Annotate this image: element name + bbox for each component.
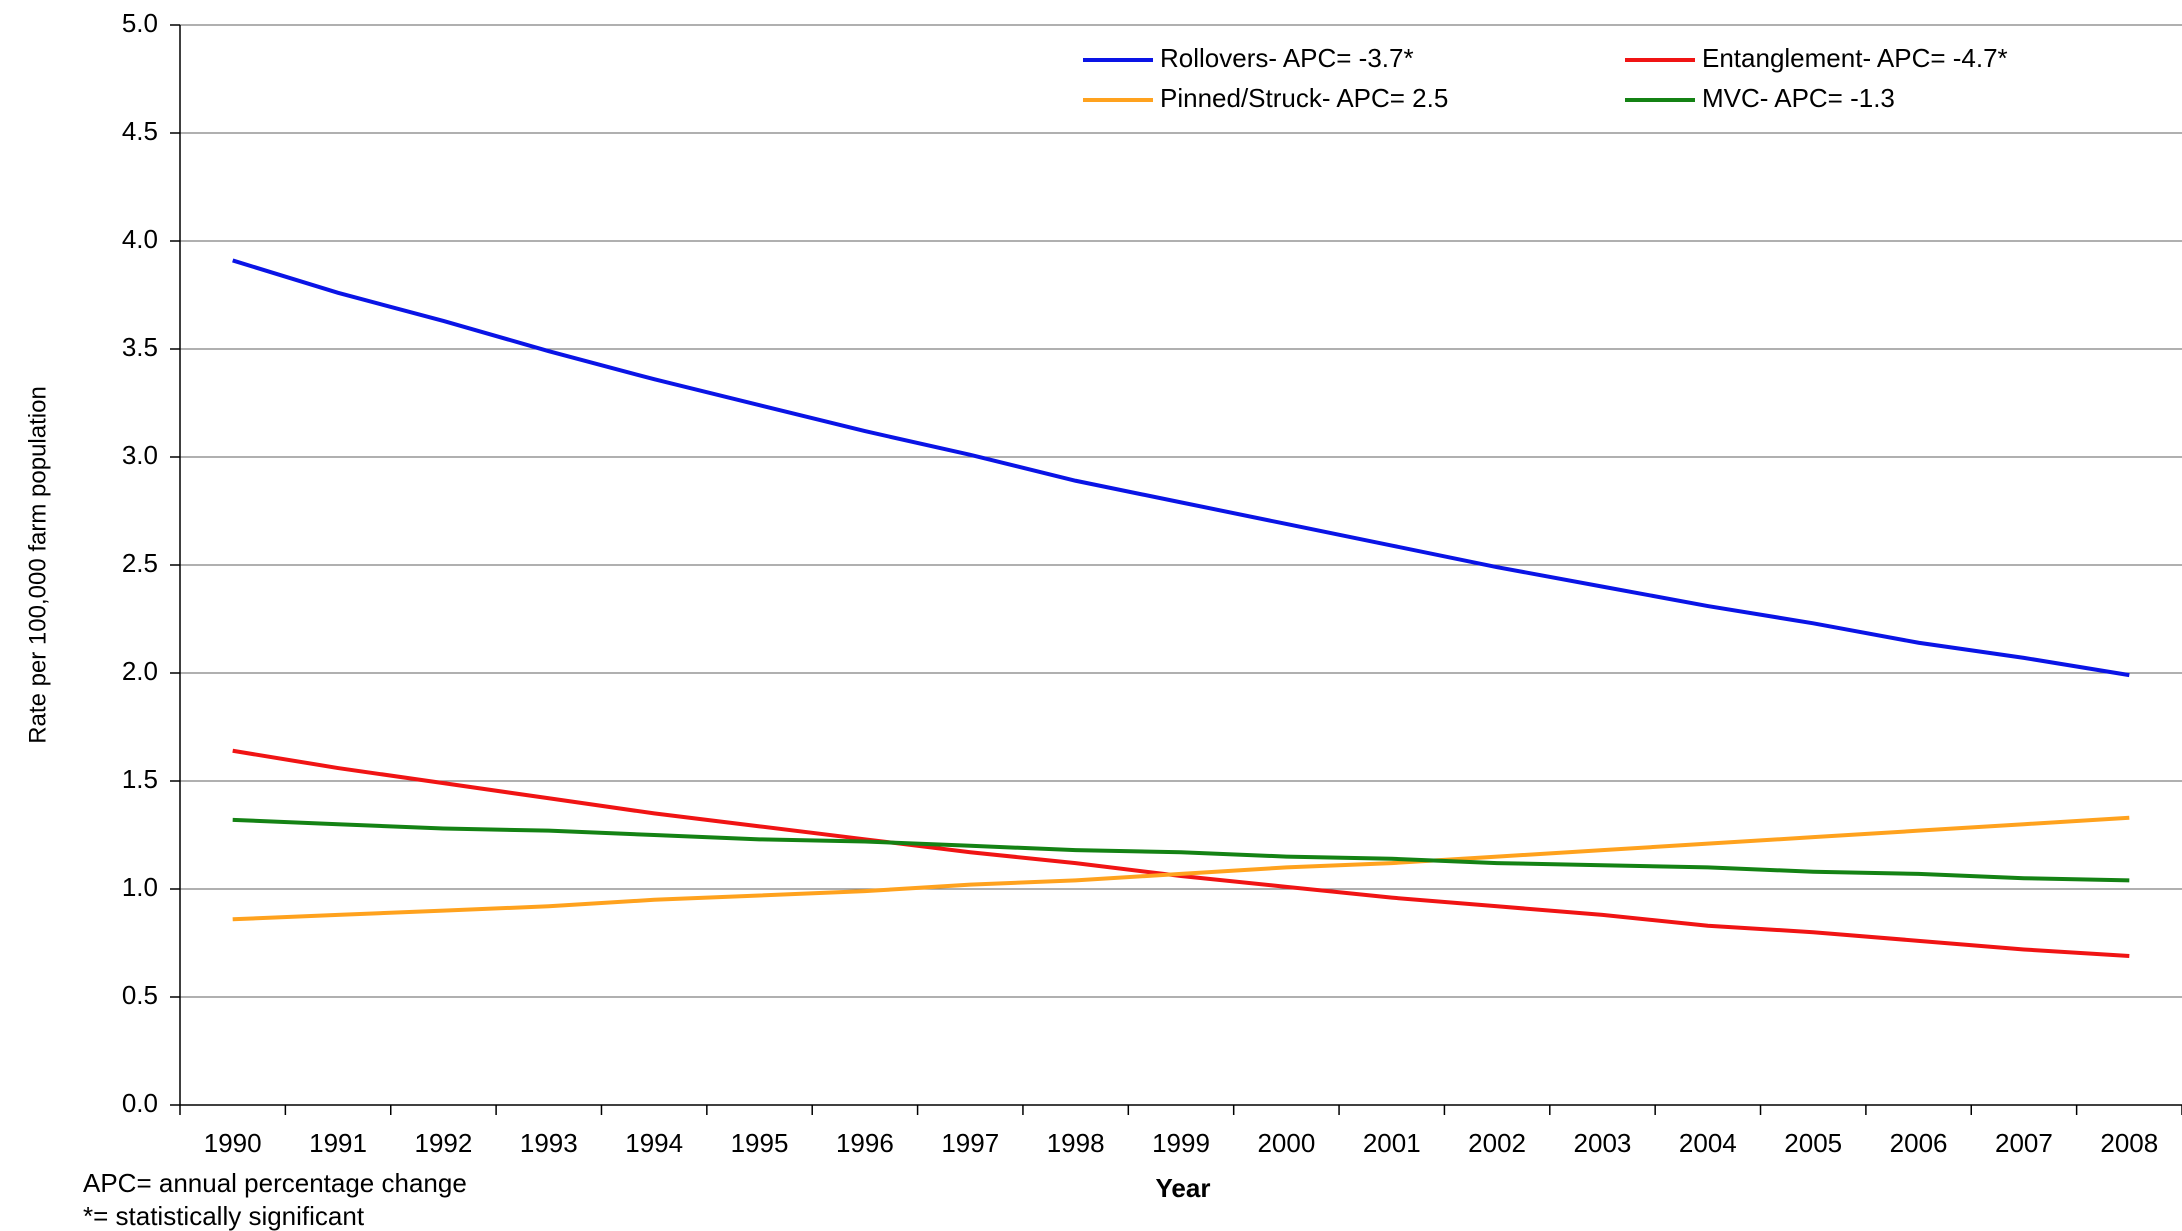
x-tick-label: 2004	[1679, 1128, 1737, 1158]
series-line	[232, 815, 2130, 922]
y-tick-label: 2.0	[122, 656, 158, 686]
y-tick-label: 3.5	[122, 332, 158, 362]
x-tick-label: 1997	[941, 1128, 999, 1158]
x-tick-label: 2003	[1574, 1128, 1632, 1158]
legend-label: Rollovers- APC= -3.7*	[1160, 43, 1414, 73]
y-tick-label: 0.0	[122, 1088, 158, 1118]
x-tick-label: 1999	[1152, 1128, 1210, 1158]
x-tick-label: 1990	[204, 1128, 262, 1158]
y-tick-label: 2.5	[122, 548, 158, 578]
x-tick-label: 2001	[1363, 1128, 1421, 1158]
x-tick-label: 2000	[1257, 1128, 1315, 1158]
x-tick-label: 2008	[2100, 1128, 2158, 1158]
x-tick-label: 1995	[731, 1128, 789, 1158]
y-tick-label: 4.5	[122, 116, 158, 146]
x-tick-label: 1994	[625, 1128, 683, 1158]
note: APC= annual percentage change	[83, 1168, 467, 1198]
series-line	[232, 817, 2130, 883]
y-axis-label: Rate per 100,000 farm population	[24, 386, 51, 744]
y-tick-label: 5.0	[122, 8, 158, 38]
x-tick-label: 1991	[309, 1128, 367, 1158]
x-tick-label: 1993	[520, 1128, 578, 1158]
note: *= statistically significant	[83, 1201, 365, 1231]
series-line	[232, 258, 2130, 678]
legend-label: MVC- APC= -1.3	[1702, 83, 1895, 113]
x-tick-label: 1992	[414, 1128, 472, 1158]
x-axis-label: Year	[1156, 1173, 1211, 1203]
legend-label: Entanglement- APC= -4.7*	[1702, 43, 2008, 73]
y-tick-label: 3.0	[122, 440, 158, 470]
legend-label: Pinned/Struck- APC= 2.5	[1160, 83, 1448, 113]
x-tick-label: 2005	[1784, 1128, 1842, 1158]
x-tick-label: 2007	[1995, 1128, 2053, 1158]
x-tick-label: 2006	[1890, 1128, 1948, 1158]
x-tick-label: 1996	[836, 1128, 894, 1158]
y-tick-label: 1.0	[122, 872, 158, 902]
series-line	[232, 748, 2130, 958]
x-tick-label: 1998	[1047, 1128, 1105, 1158]
y-tick-label: 1.5	[122, 764, 158, 794]
x-tick-label: 2002	[1468, 1128, 1526, 1158]
y-tick-label: 4.0	[122, 224, 158, 254]
y-tick-label: 0.5	[122, 980, 158, 1010]
